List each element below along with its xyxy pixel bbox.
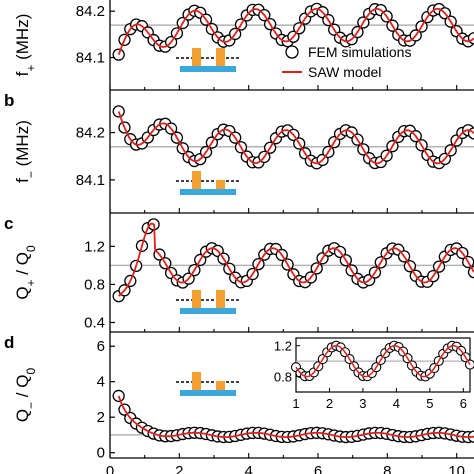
- electrode-right: [216, 381, 225, 390]
- x-tick-label: 2: [175, 463, 183, 474]
- plot-area-a: [110, 2, 474, 61]
- plot-area-c: [110, 218, 474, 303]
- device-schematic-icon: [176, 171, 240, 195]
- legend-label-saw: SAW model: [308, 64, 381, 80]
- fem-point: [112, 105, 125, 118]
- substrate: [180, 390, 236, 396]
- inset-x-tick-label: 1: [292, 396, 299, 411]
- panel-d: 0 2 4 6 Q− / Q0 d 0 2 4 6 8 10 0.8 1.2 1 2 3 4 5 6: [4, 332, 474, 474]
- inset-x-tick-label: 5: [426, 396, 433, 411]
- saw-model-curve: [117, 8, 474, 56]
- y-tick-label: 6: [97, 338, 105, 355]
- saw-model-curve: [118, 222, 474, 297]
- x-tick-label: 6: [314, 463, 322, 474]
- legend: FEM simulations SAW model: [282, 44, 411, 80]
- saw-model-curve: [117, 111, 474, 165]
- panel-label: d: [4, 333, 14, 352]
- plot-area-b: [110, 105, 474, 170]
- y-tick-label: 0.8: [84, 276, 105, 293]
- y-axis-label: Q+ / Q0: [13, 245, 38, 300]
- electrode-right: [216, 290, 225, 308]
- panel-label: c: [4, 214, 13, 233]
- inset-saw-curve: [295, 344, 471, 378]
- fem-markers: [112, 389, 474, 444]
- electrode-left: [192, 372, 201, 390]
- substrate: [180, 189, 236, 195]
- y-tick-label: 84.2: [76, 125, 105, 142]
- inset-y-tick-label: 1.2: [274, 339, 292, 354]
- device-schematic-icon: [176, 372, 240, 396]
- y-axis-label: f+ (MHz): [13, 14, 38, 77]
- y-tick-label: 2: [97, 409, 105, 426]
- electrode-right: [216, 180, 225, 189]
- electrode-left: [192, 48, 201, 66]
- y-tick-label: 4: [97, 374, 105, 391]
- x-tick-label: 8: [383, 463, 391, 474]
- panel-a: 84.1 84.2 f+ (MHz): [13, 0, 474, 91]
- electrode-right: [216, 48, 225, 66]
- x-tick-label: 4: [244, 463, 252, 474]
- device-schematic-icon: [176, 290, 240, 314]
- substrate: [180, 66, 236, 72]
- y-tick-label: 0.4: [84, 314, 105, 331]
- y-tick-label: 84.1: [76, 50, 105, 67]
- inset-x-tick-label: 3: [359, 396, 366, 411]
- inset-x-tick-label: 4: [393, 396, 400, 411]
- saw-model-curve: [117, 395, 474, 439]
- legend-marker-fem: [285, 45, 299, 59]
- electrode-left: [192, 290, 201, 308]
- device-schematic-icon: [176, 48, 240, 72]
- electrode-left: [192, 171, 201, 189]
- y-axis-label: f− (MHz): [13, 120, 38, 183]
- y-axis-label: Q− / Q0: [13, 368, 38, 423]
- y-tick-label: 1.2: [84, 238, 105, 255]
- panel-b: 84.1 84.2 f− (MHz) b: [4, 90, 474, 214]
- substrate: [180, 308, 236, 314]
- y-tick-label: 84.1: [76, 172, 105, 189]
- inset-x-tick-label: 6: [460, 396, 467, 411]
- inset-x-tick-label: 2: [326, 396, 333, 411]
- panel-label: b: [4, 91, 14, 110]
- inset-plot: 0.8 1.2 1 2 3 4 5 6: [274, 337, 474, 411]
- x-tick-label: 0: [106, 463, 114, 474]
- y-tick-label: 84.2: [76, 3, 105, 20]
- fem-markers: [112, 218, 474, 303]
- x-tick-label: 10: [448, 463, 465, 474]
- legend-label-fem: FEM simulations: [308, 44, 411, 60]
- plot-area-d: [110, 389, 474, 444]
- fem-markers: [112, 105, 474, 170]
- inset-y-tick-label: 0.8: [274, 370, 292, 385]
- panel-c: 0.4 0.8 1.2 Q+ / Q0c: [4, 213, 474, 333]
- y-tick-label: 0: [97, 445, 105, 462]
